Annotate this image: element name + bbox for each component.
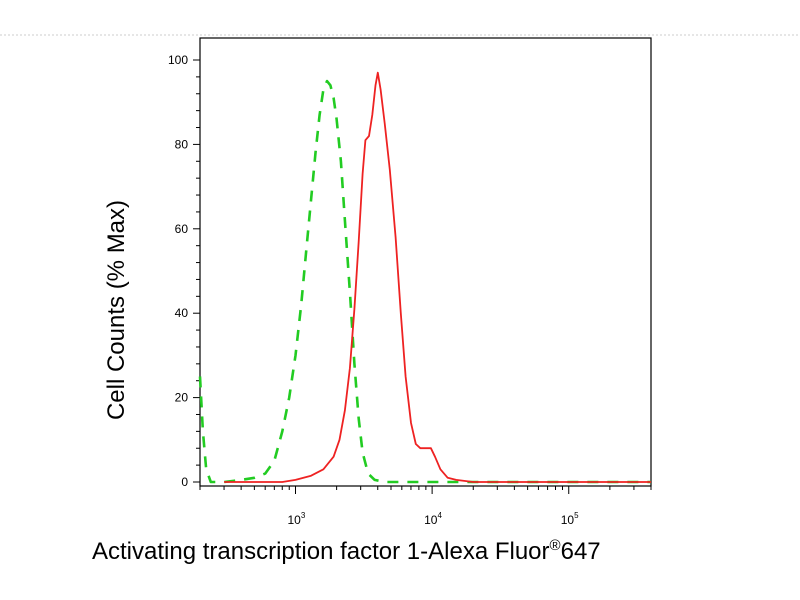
y-tick-label: 60 bbox=[175, 222, 189, 236]
plot-frame bbox=[199, 37, 652, 487]
x-tick-label-base: 10 bbox=[561, 513, 575, 527]
x-axis-label-suffix: 647 bbox=[561, 538, 601, 565]
y-tick-label: 20 bbox=[175, 391, 189, 405]
y-axis-label: Cell Counts (% Max) bbox=[103, 200, 130, 420]
x-tick-label: 103 bbox=[287, 511, 305, 527]
x-axis-label-main: Activating transcription factor 1-Alexa … bbox=[92, 538, 550, 565]
x-tick-label-exponent: 3 bbox=[301, 511, 306, 520]
control-histogram-line bbox=[198, 79, 651, 484]
x-axis-label-registered: ® bbox=[550, 537, 561, 554]
y-tick-label: 40 bbox=[175, 306, 189, 320]
x-axis-label: Activating transcription factor 1-Alexa … bbox=[92, 537, 601, 565]
x-tick-label-exponent: 4 bbox=[437, 511, 442, 520]
sample-histogram-line bbox=[224, 71, 651, 483]
x-tick-label: 105 bbox=[561, 511, 579, 527]
y-tick-label: 0 bbox=[181, 475, 188, 489]
x-tick-label-exponent: 5 bbox=[574, 511, 579, 520]
y-tick-label: 80 bbox=[175, 137, 189, 151]
x-tick-label: 104 bbox=[424, 511, 442, 527]
y-tick-label: 100 bbox=[168, 53, 188, 67]
x-tick-label-base: 10 bbox=[287, 513, 301, 527]
x-tick-label-base: 10 bbox=[424, 513, 438, 527]
